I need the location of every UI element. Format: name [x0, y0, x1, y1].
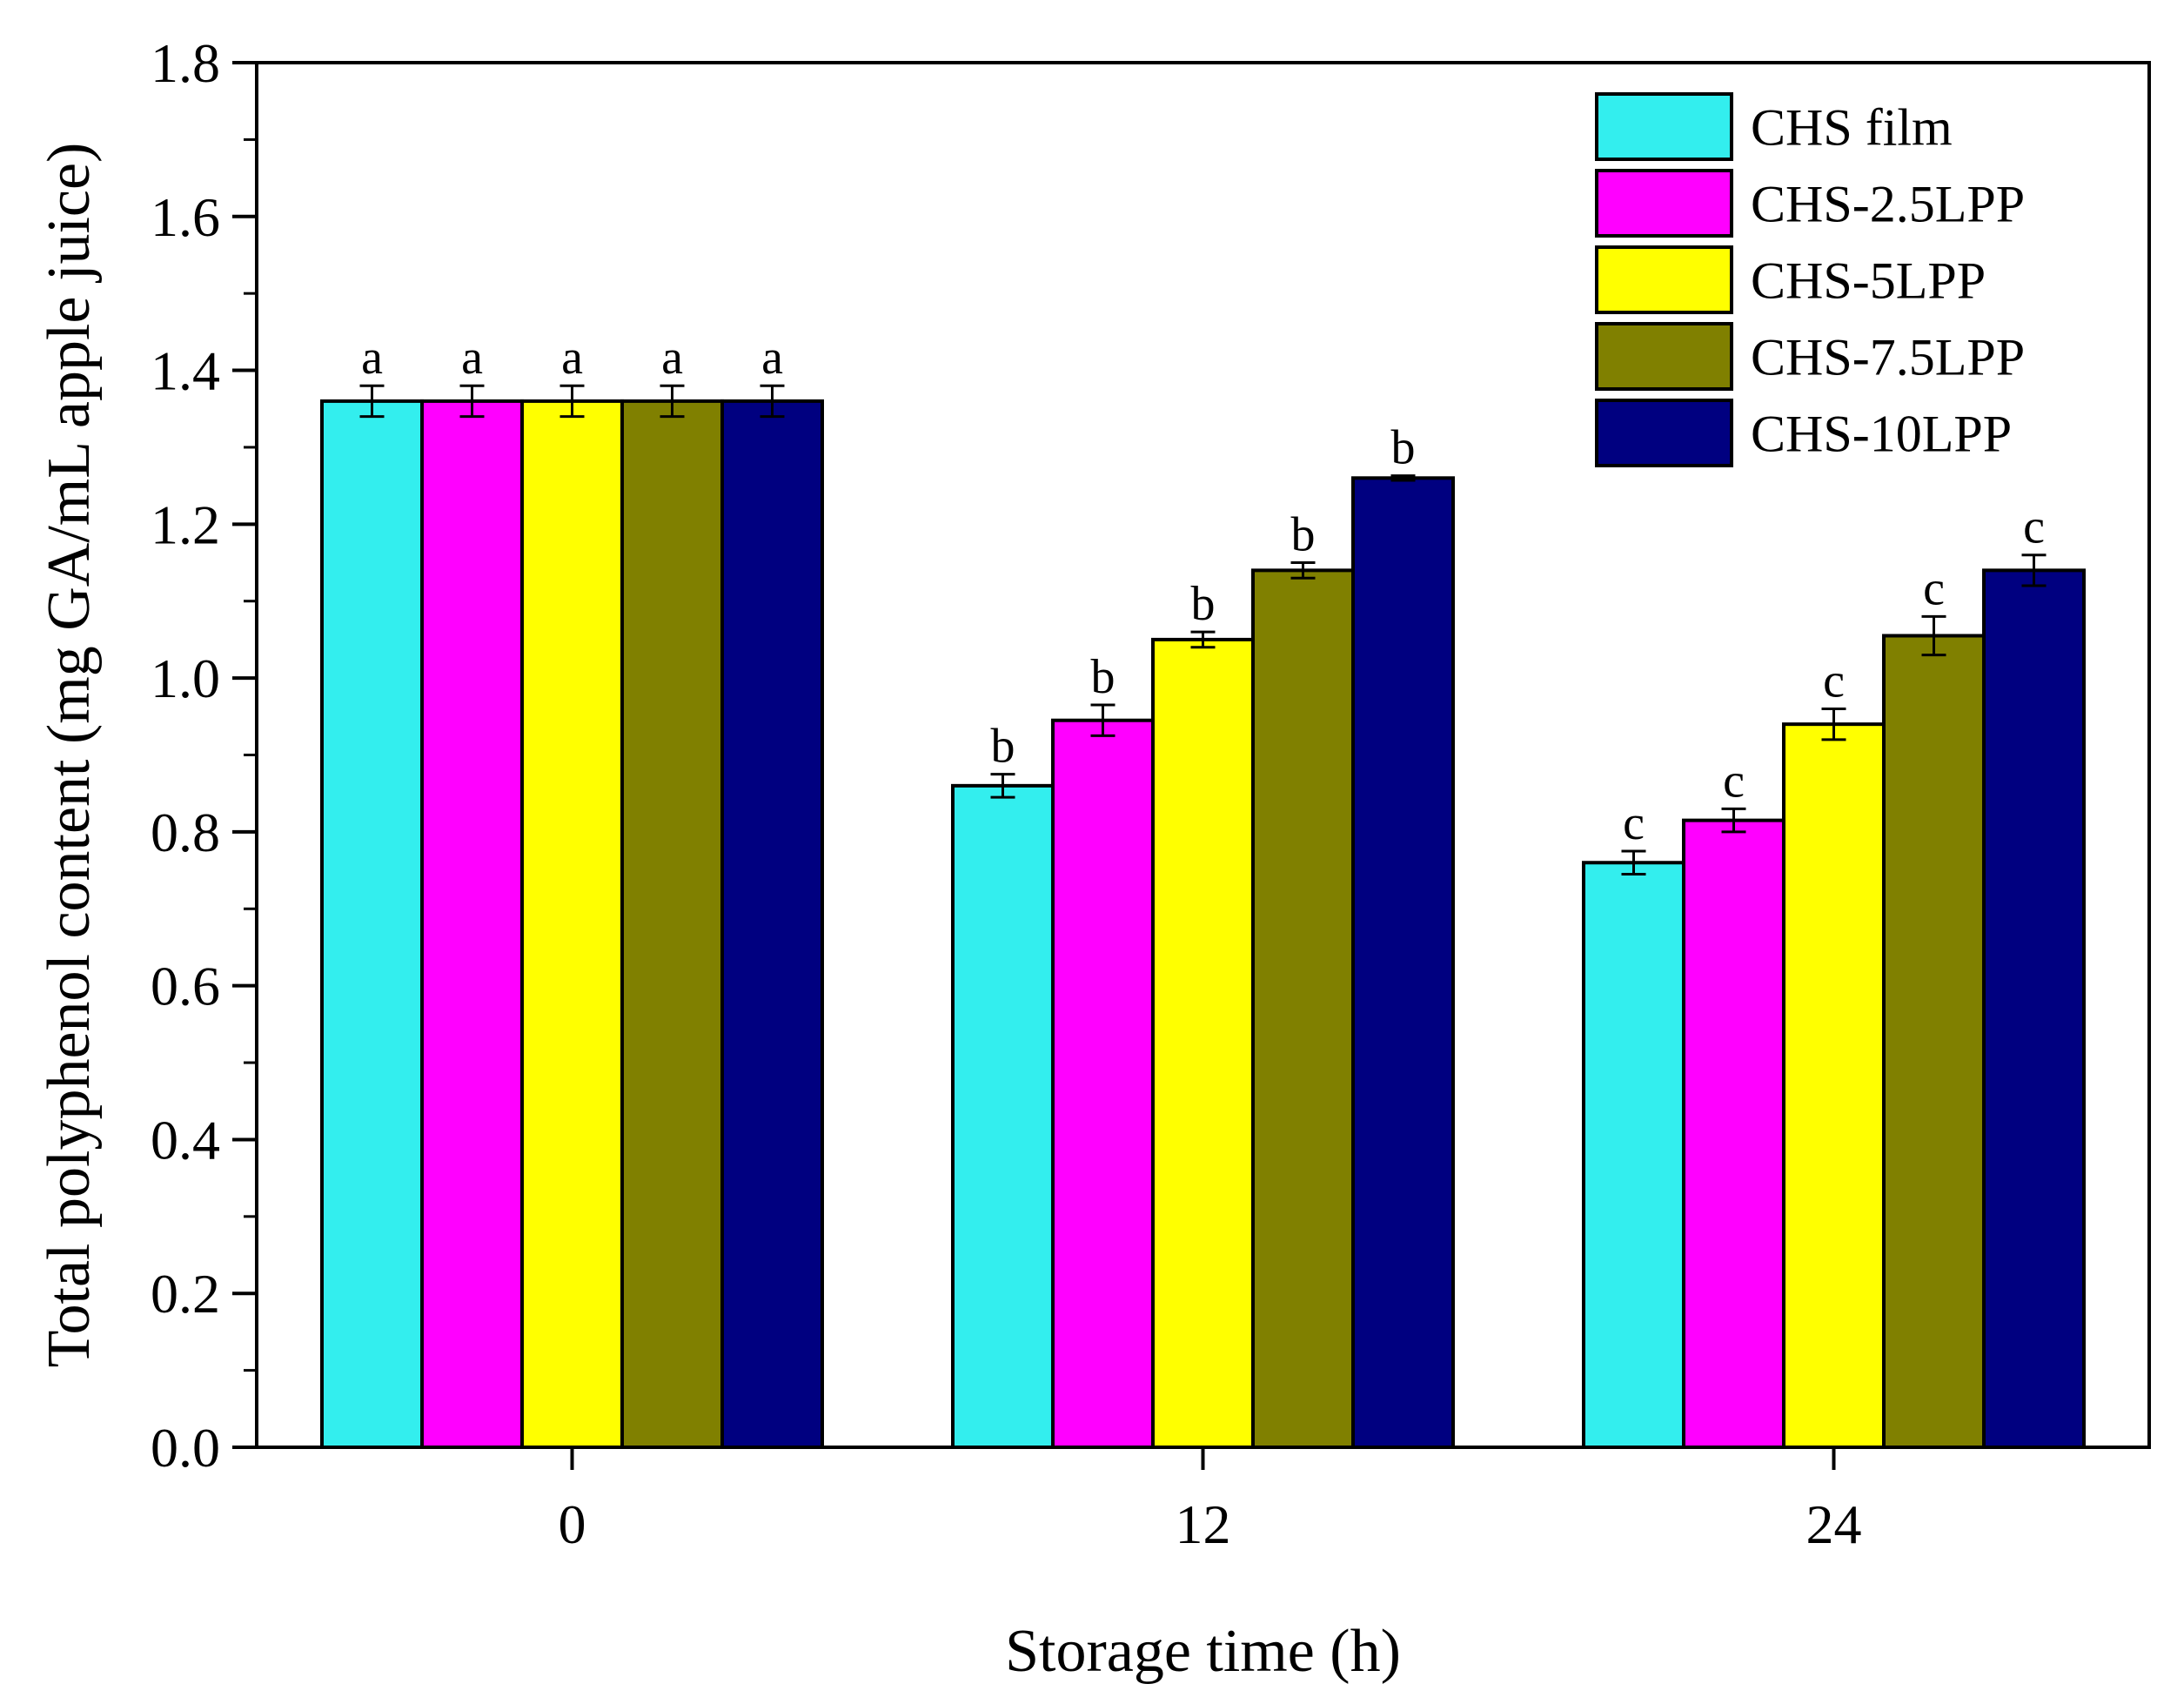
bar-chs-7-5lpp-24: [1882, 634, 1986, 1449]
bar-chs-film-0: [320, 399, 424, 1449]
bar-chs-10lpp-24: [1982, 568, 2086, 1449]
bar-chs-5lpp-0: [520, 399, 624, 1449]
bars-layer: a a a a a b b b b b c c c c c: [320, 331, 2086, 1449]
y-tick-label: 0.2: [151, 1263, 220, 1325]
x-tick-label: 24: [1806, 1493, 1862, 1555]
significance-label: a: [361, 331, 383, 385]
significance-label: b: [1191, 577, 1216, 631]
y-tick-label: 0.8: [151, 802, 220, 863]
bar-chs-film-12: [951, 783, 1055, 1449]
significance-label: c: [1623, 796, 1645, 850]
y-tick-label: 1.8: [151, 32, 220, 94]
significance-label: a: [461, 331, 483, 385]
significance-label: c: [1723, 754, 1745, 808]
legend-swatch: [1595, 399, 1733, 467]
legend-swatch: [1595, 169, 1733, 238]
significance-label: a: [761, 331, 783, 385]
bar-chs-10lpp-0: [720, 399, 824, 1449]
y-tick-label: 0.6: [151, 956, 220, 1017]
bar-chs-5lpp-24: [1782, 722, 1886, 1449]
bar-chs-7-5lpp-0: [620, 399, 724, 1449]
bar-chs-7-5lpp-12: [1251, 568, 1355, 1449]
significance-label: b: [1091, 650, 1115, 704]
bar-chs-2-5lpp-12: [1051, 718, 1155, 1449]
significance-label: a: [561, 331, 583, 385]
legend-swatch: [1595, 245, 1733, 314]
legend-swatch: [1595, 322, 1733, 391]
legend-label: CHS film: [1751, 99, 1953, 157]
y-axis-title: Total polyphenol content (mg GA/mL apple…: [36, 143, 103, 1368]
significance-label: c: [2023, 500, 2045, 554]
bar-chs-2-5lpp-0: [420, 399, 524, 1449]
bar-chs-5lpp-12: [1151, 637, 1255, 1449]
bar-chs-2-5lpp-24: [1682, 818, 1785, 1449]
y-tick-label: 0.4: [151, 1109, 220, 1171]
legend: CHS film CHS-2.5LPP CHS-5LPP CHS-7.5LPP CHS-…: [1595, 92, 2025, 467]
legend-label: CHS-5LPP: [1751, 252, 1986, 310]
x-axis-title: Storage time (h): [1005, 1618, 1401, 1685]
axes-layer: 0 12 24 0.0 0.2 0.4 0.6 0.8 1.0 1.2 1.4 1.6 1.8: [151, 32, 2151, 1555]
significance-label: c: [1823, 654, 1845, 708]
legend-label: CHS-7.5LPP: [1751, 329, 2025, 386]
y-tick-label: 1.2: [151, 493, 220, 555]
significance-label: b: [1291, 508, 1316, 562]
significance-label: b: [991, 720, 1015, 774]
y-tick-label: 1.4: [151, 340, 220, 402]
y-tick-label: 1.0: [151, 647, 220, 709]
y-tick-label: 0.0: [151, 1417, 220, 1479]
significance-label: a: [661, 331, 683, 385]
bar-chs-10lpp-12: [1351, 476, 1455, 1449]
x-tick-label: 12: [1176, 1493, 1231, 1555]
x-tick-label: 0: [559, 1493, 586, 1555]
significance-label: b: [1391, 421, 1416, 475]
y-tick-label: 1.6: [151, 186, 220, 248]
legend-swatch: [1595, 92, 1733, 161]
legend-label: CHS-10LPP: [1751, 406, 2012, 463]
legend-label: CHS-2.5LPP: [1751, 176, 2025, 233]
bar-chs-film-24: [1582, 861, 1685, 1449]
significance-label: c: [1923, 561, 1945, 615]
